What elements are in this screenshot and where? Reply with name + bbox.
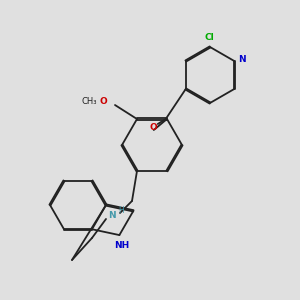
Text: NH: NH bbox=[114, 241, 129, 250]
Text: O: O bbox=[99, 97, 107, 106]
Text: H: H bbox=[118, 206, 124, 215]
Text: O: O bbox=[150, 122, 158, 131]
Text: N: N bbox=[108, 212, 116, 220]
Text: Cl: Cl bbox=[204, 34, 214, 43]
Text: CH₃: CH₃ bbox=[81, 97, 97, 106]
Text: N: N bbox=[238, 56, 246, 64]
